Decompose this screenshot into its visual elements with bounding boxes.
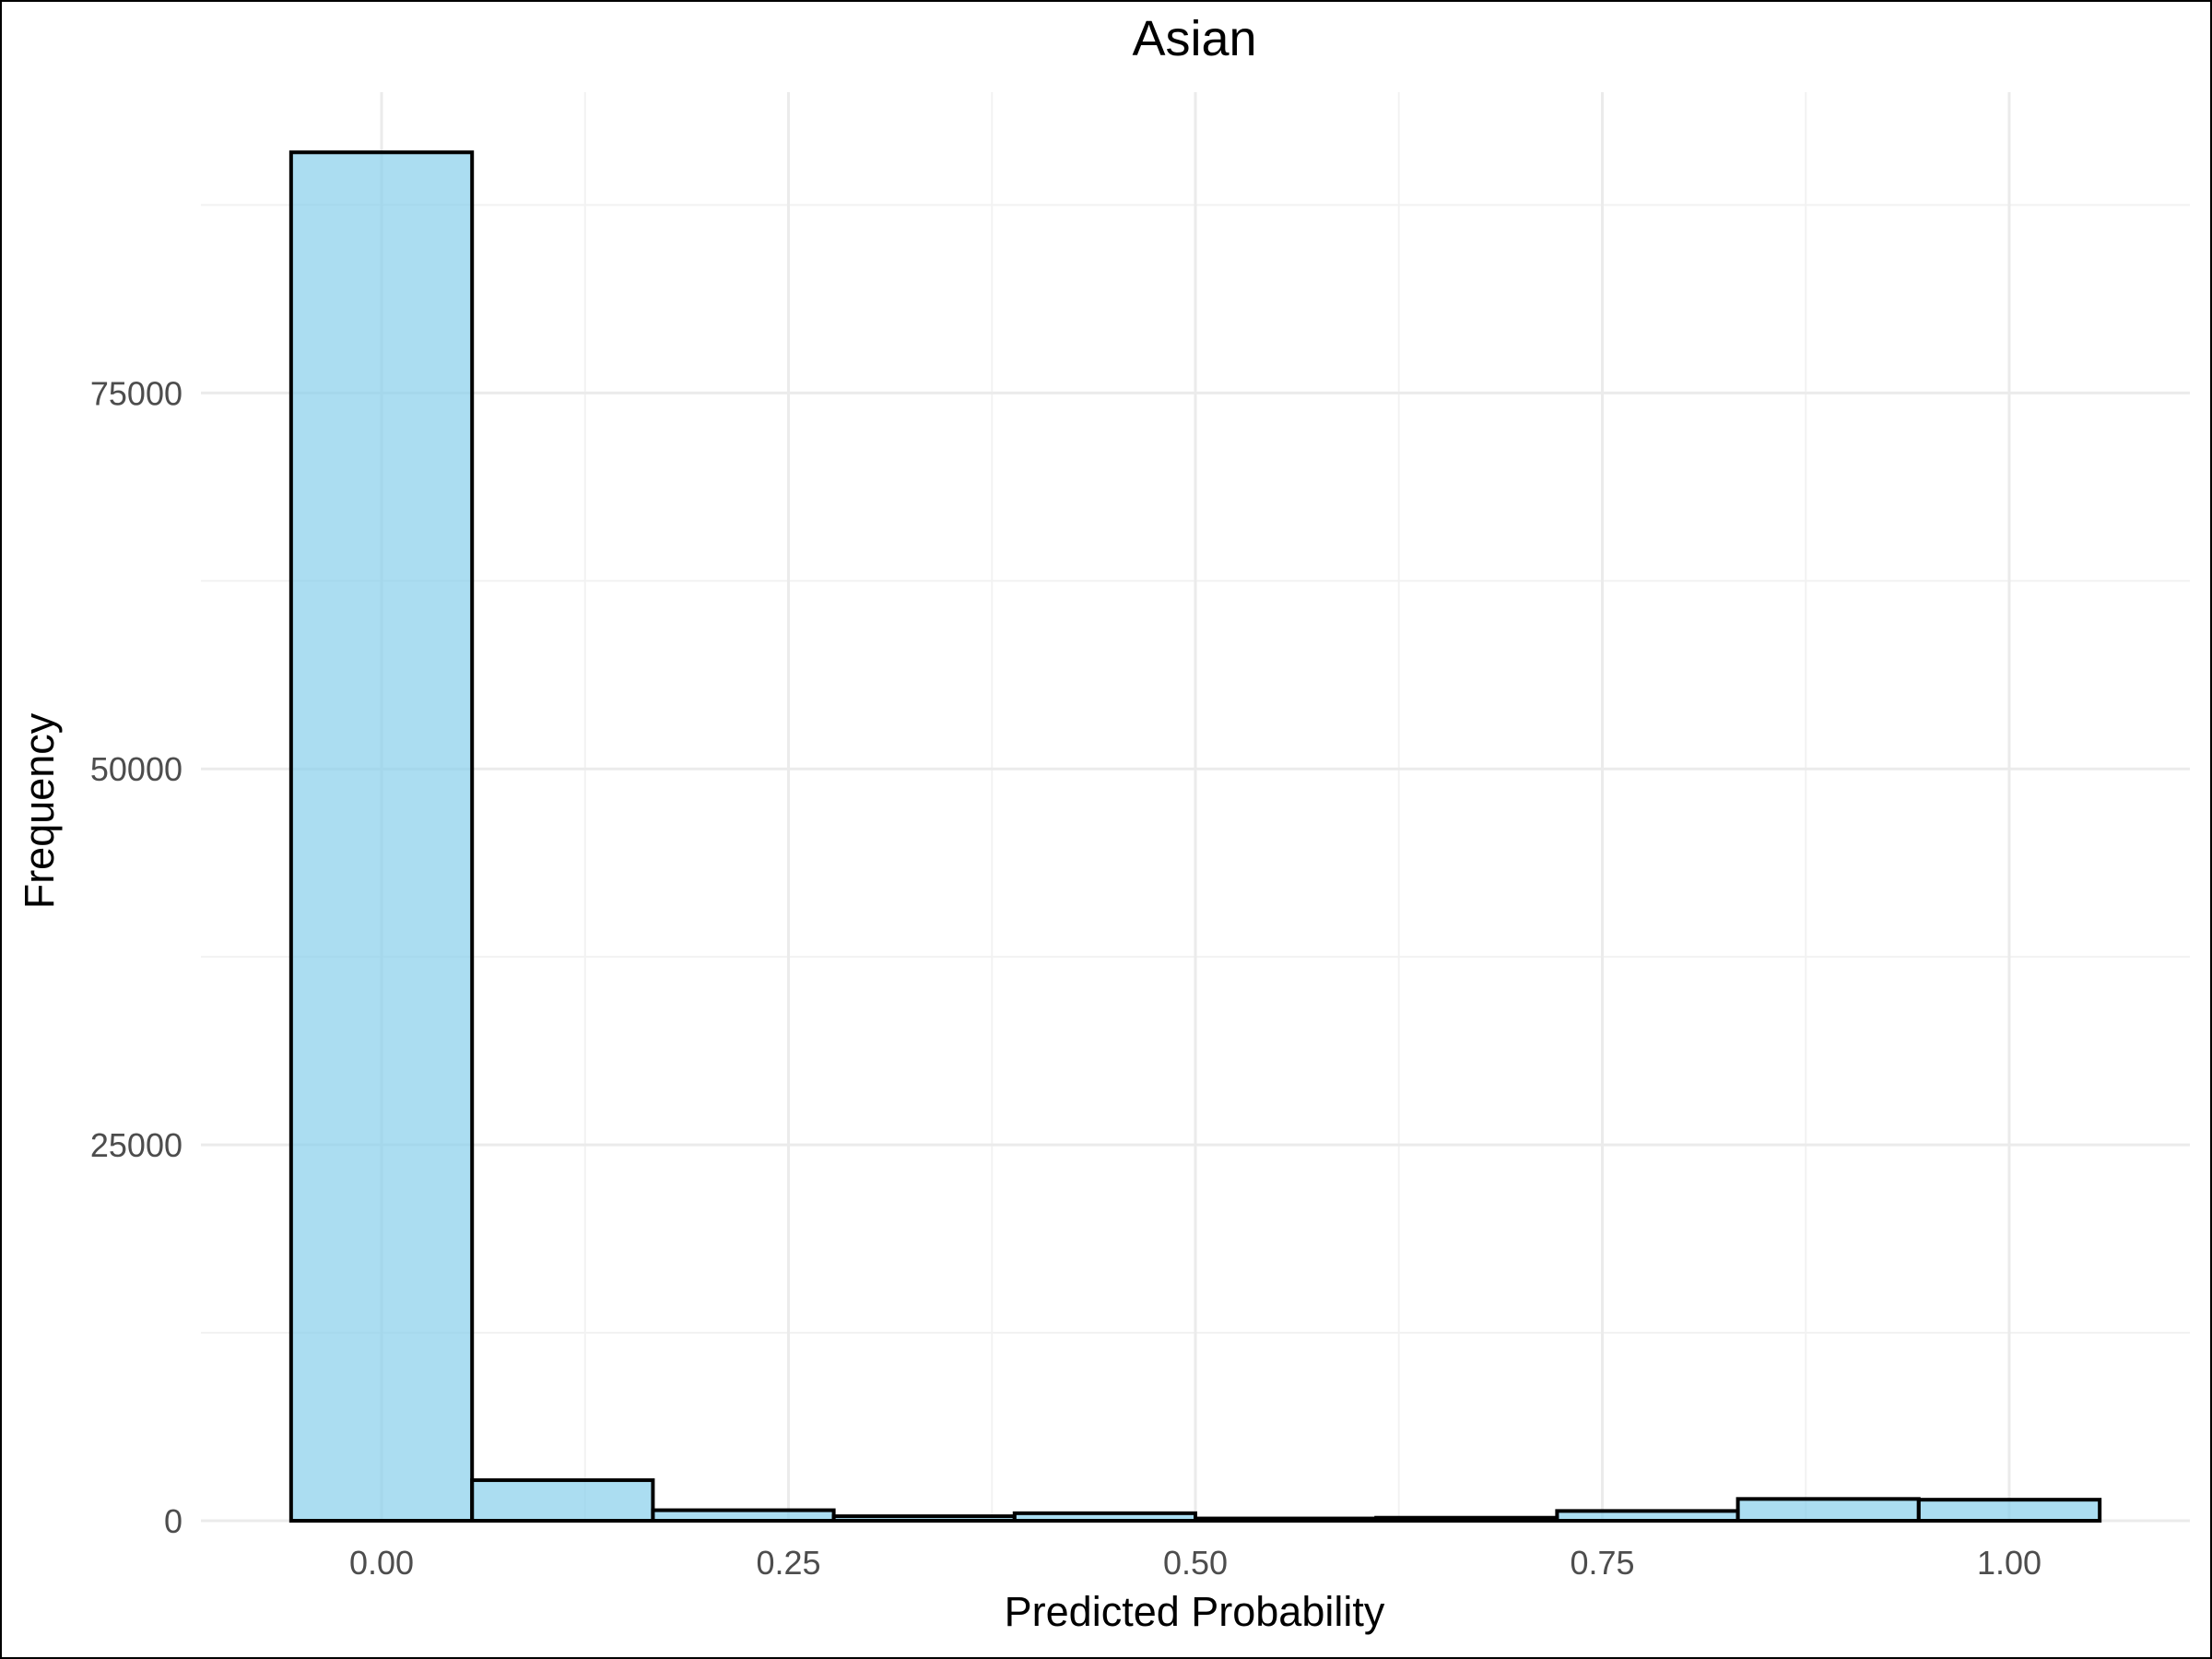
histogram-bar-6 [1374, 1515, 1559, 1523]
x-tick-label: 0.00 [349, 1544, 414, 1582]
y-tick-label: 0 [164, 1502, 182, 1540]
y-axis-title: Frequency [16, 712, 63, 909]
y-tick-label: 50000 [90, 750, 182, 788]
tick-label-layer: 0.00 0.25 0.50 0.75 1.00 0 25000 50000 75000 [90, 374, 2041, 1582]
x-tick-label: 0.50 [1163, 1544, 1228, 1582]
y-tick-label: 25000 [90, 1126, 182, 1164]
bar-layer [288, 150, 2102, 1524]
histogram-bar-4 [1012, 1511, 1197, 1524]
histogram-bar-1 [470, 1477, 655, 1524]
histogram-bar-5 [1194, 1516, 1379, 1523]
histogram-bar-7 [1555, 1509, 1740, 1524]
x-axis-title: Predicted Probability [1005, 1588, 1385, 1635]
histogram-bar-0 [288, 150, 475, 1523]
histogram-bar-9 [1916, 1498, 2102, 1523]
grid-layer [201, 92, 2190, 1523]
x-tick-label: 0.25 [756, 1544, 820, 1582]
x-tick-label: 0.75 [1570, 1544, 1634, 1582]
histogram-bar-2 [651, 1508, 836, 1524]
histogram-bar-3 [831, 1514, 1017, 1523]
histogram-bar-8 [1735, 1497, 1921, 1524]
chart-title: Asian [1132, 11, 1256, 66]
x-tick-label: 1.00 [1977, 1544, 2041, 1582]
y-tick-label: 75000 [90, 374, 182, 412]
